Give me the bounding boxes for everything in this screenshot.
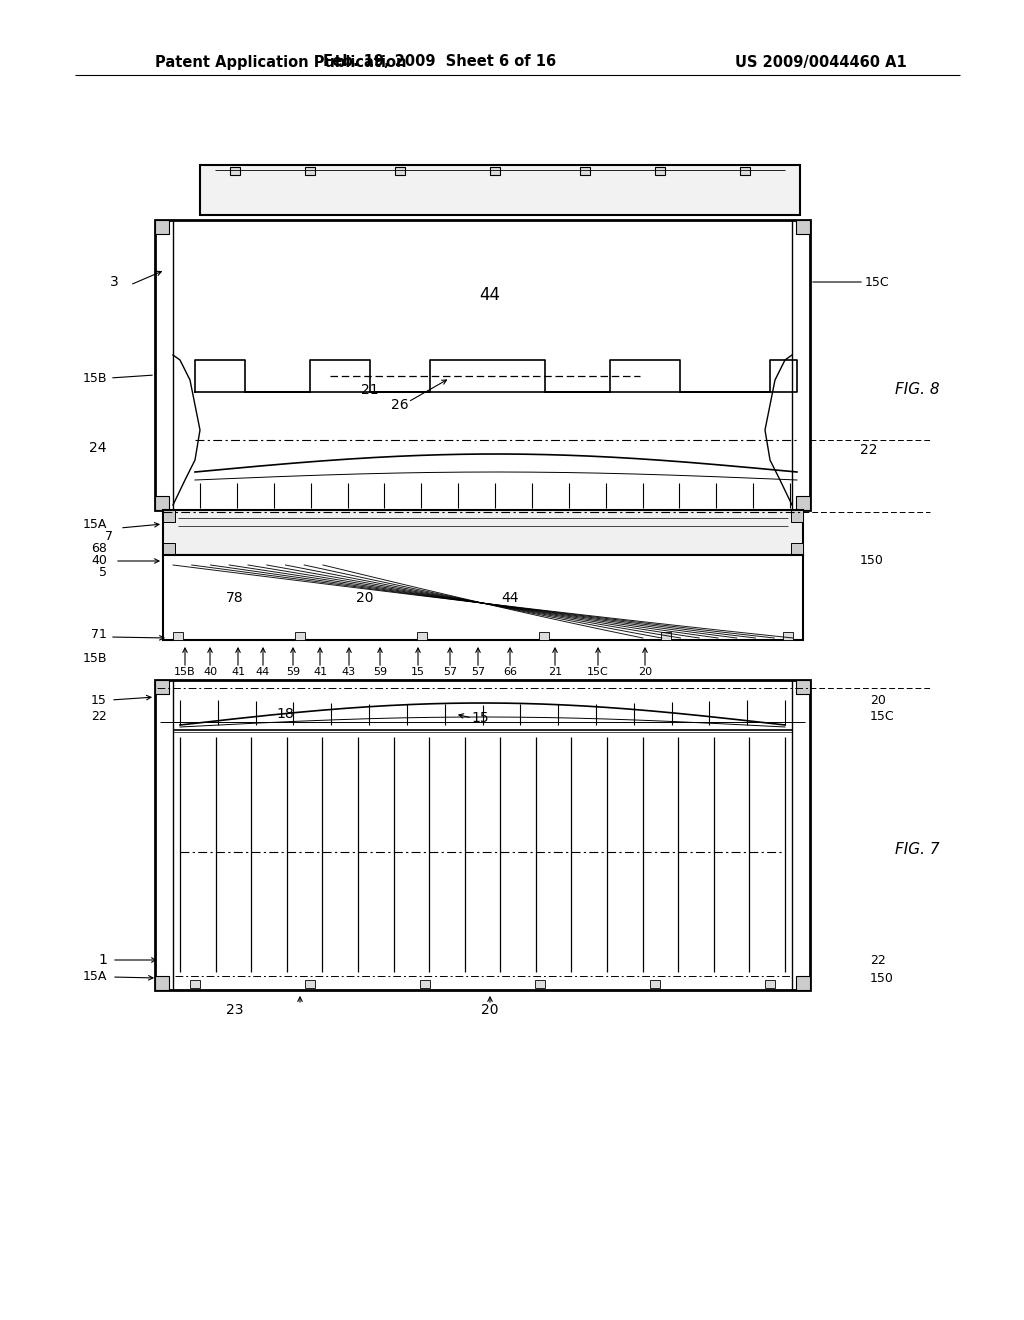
Text: 18: 18 xyxy=(276,708,294,721)
Text: 20: 20 xyxy=(870,693,886,706)
Text: 43: 43 xyxy=(342,667,356,677)
Bar xyxy=(305,979,315,987)
Text: 15B: 15B xyxy=(174,667,196,677)
Bar xyxy=(155,975,169,990)
Bar xyxy=(305,168,315,176)
Bar xyxy=(791,510,803,521)
Text: Patent Application Publication: Patent Application Publication xyxy=(155,54,407,70)
Text: FIG. 8: FIG. 8 xyxy=(895,383,940,397)
Bar xyxy=(655,168,665,176)
Text: 26: 26 xyxy=(391,399,409,412)
Bar xyxy=(155,496,169,510)
Bar xyxy=(163,554,803,640)
Text: 21: 21 xyxy=(548,667,562,677)
Text: 71: 71 xyxy=(91,628,106,642)
Bar xyxy=(155,680,169,694)
Text: 15C: 15C xyxy=(870,710,895,722)
Text: 15C: 15C xyxy=(865,276,890,289)
Text: 57: 57 xyxy=(471,667,485,677)
Bar xyxy=(796,975,810,990)
Bar xyxy=(163,510,803,554)
Text: 15: 15 xyxy=(411,667,425,677)
Text: 21: 21 xyxy=(361,383,379,397)
Text: 15: 15 xyxy=(91,693,106,706)
Bar xyxy=(190,979,200,987)
Bar xyxy=(420,979,430,987)
Text: 15C: 15C xyxy=(587,667,609,677)
Text: 20: 20 xyxy=(481,1003,499,1016)
Text: 57: 57 xyxy=(443,667,457,677)
Bar xyxy=(155,680,810,990)
Bar xyxy=(230,168,240,176)
Bar xyxy=(765,979,775,987)
Bar xyxy=(539,632,549,640)
Bar xyxy=(163,543,175,554)
Bar xyxy=(417,632,427,640)
Text: US 2009/0044460 A1: US 2009/0044460 A1 xyxy=(735,54,906,70)
Bar xyxy=(796,496,810,510)
Text: 59: 59 xyxy=(373,667,387,677)
Text: FIG. 7: FIG. 7 xyxy=(895,842,940,858)
Bar xyxy=(796,220,810,234)
Bar xyxy=(740,168,750,176)
Text: 23: 23 xyxy=(226,1003,244,1016)
Bar xyxy=(580,168,590,176)
Bar xyxy=(155,220,810,510)
Text: 20: 20 xyxy=(356,591,374,605)
Text: 7: 7 xyxy=(105,529,113,543)
Bar xyxy=(173,632,183,640)
Text: 150: 150 xyxy=(870,972,894,985)
Text: 59: 59 xyxy=(286,667,300,677)
Text: 44: 44 xyxy=(479,286,501,304)
Text: 24: 24 xyxy=(89,441,106,455)
Text: 22: 22 xyxy=(870,953,886,966)
Text: Feb. 19, 2009  Sheet 6 of 16: Feb. 19, 2009 Sheet 6 of 16 xyxy=(324,54,557,70)
Text: 15A: 15A xyxy=(83,970,106,983)
Bar xyxy=(535,979,545,987)
Bar xyxy=(783,632,793,640)
Bar xyxy=(155,220,169,234)
Bar xyxy=(650,979,660,987)
Text: 40: 40 xyxy=(91,554,106,568)
Text: 1: 1 xyxy=(98,953,106,968)
Text: 40: 40 xyxy=(203,667,217,677)
Text: 78: 78 xyxy=(226,591,244,605)
Bar xyxy=(395,168,406,176)
Bar xyxy=(791,543,803,554)
Bar xyxy=(796,680,810,694)
Text: 150: 150 xyxy=(860,553,884,566)
Text: 41: 41 xyxy=(313,667,327,677)
Text: 15B: 15B xyxy=(83,652,106,664)
Text: 44: 44 xyxy=(502,591,519,605)
Bar xyxy=(295,632,305,640)
Text: 22: 22 xyxy=(860,444,878,457)
Text: 41: 41 xyxy=(231,667,245,677)
Text: 22: 22 xyxy=(91,710,106,722)
Text: 20: 20 xyxy=(638,667,652,677)
Text: 5: 5 xyxy=(99,566,106,579)
Text: 15: 15 xyxy=(471,711,488,725)
Text: 15B: 15B xyxy=(83,371,106,384)
Bar xyxy=(200,165,800,215)
Bar xyxy=(163,510,175,521)
Text: 15A: 15A xyxy=(83,517,106,531)
Text: 68: 68 xyxy=(91,541,106,554)
Bar xyxy=(662,632,671,640)
Text: 3: 3 xyxy=(110,275,119,289)
Text: 44: 44 xyxy=(256,667,270,677)
Text: 66: 66 xyxy=(503,667,517,677)
Bar xyxy=(490,168,500,176)
